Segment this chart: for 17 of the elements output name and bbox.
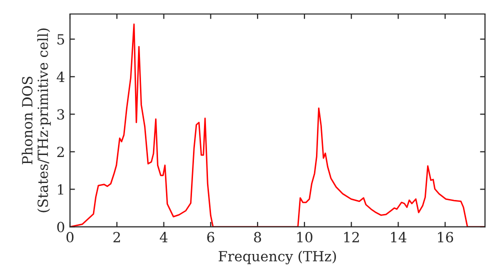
y-axis-title: Phonon DOS (States/THz·primitive cell): [22, 28, 51, 212]
y-tick-label: 1: [58, 184, 64, 195]
x-tick-label: 4: [160, 232, 168, 242]
x-tick-label: 14: [391, 232, 406, 242]
y-tick-label: 0: [57, 222, 64, 232]
x-tick-label: 10: [297, 232, 312, 242]
x-tick-label: 6: [207, 232, 214, 242]
x-tick-label: 0: [66, 232, 74, 242]
x-tick-label: 16: [438, 232, 454, 242]
x-tick-label: 12: [344, 232, 359, 242]
x-tick-label: 2: [113, 232, 120, 242]
y-tick-label: 5: [57, 34, 64, 45]
y-tick-label: 2: [57, 146, 64, 158]
x-axis-title: Frequency (THz): [218, 250, 336, 264]
x-tick-label: 8: [254, 232, 262, 242]
y-tick-label: 4: [56, 72, 64, 82]
y-tick-label: 3: [57, 109, 64, 120]
